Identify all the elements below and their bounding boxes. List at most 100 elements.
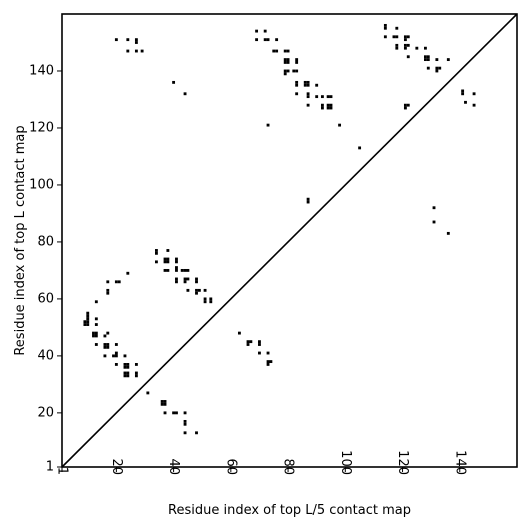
x-axis-ticks: 1 20 40 60 80 100 120 140 [55, 450, 468, 475]
upper-point-33 [306, 80, 310, 84]
upper-point-89 [306, 197, 310, 201]
lower-point-49 [92, 331, 95, 335]
lower-point-57 [103, 345, 107, 349]
upper-point-69 [424, 46, 427, 50]
lower-point-87 [183, 419, 187, 423]
upper-point-55 [383, 26, 387, 30]
lower-point-10 [175, 266, 178, 269]
points-layer [83, 23, 476, 435]
upper-point-27 [283, 72, 287, 76]
y-tick-label-7: 140 [29, 63, 54, 78]
upper-point-81 [461, 89, 465, 93]
lower-point-68 [126, 363, 130, 366]
x-axis-label: Residue index of top L/5 contact map [168, 503, 411, 518]
lower-point-41 [86, 314, 90, 318]
upper-point-45 [320, 103, 324, 107]
upper-point-77 [426, 66, 430, 70]
lower-point-53 [103, 334, 107, 338]
lower-point-25 [195, 288, 198, 292]
lower-point-47 [94, 317, 98, 321]
upper-point-13 [266, 38, 270, 42]
upper-point-92 [432, 220, 436, 224]
upper-point-68 [415, 46, 419, 50]
upper-point-23 [295, 58, 299, 62]
lower-point-14 [180, 268, 184, 272]
diagonal-line [61, 13, 518, 468]
upper-point-39 [306, 95, 310, 99]
upper-point-34 [303, 83, 307, 87]
lower-point-2 [166, 249, 170, 252]
upper-point-26 [286, 69, 290, 73]
lower-point-18 [175, 280, 178, 284]
lower-point-83 [163, 411, 167, 415]
upper-point-11 [255, 38, 259, 42]
upper-point-87 [406, 103, 410, 107]
upper-point-25 [283, 69, 287, 73]
upper-point-56 [395, 26, 399, 30]
x-tick-label-7: 140 [452, 450, 467, 475]
lower-point-94 [246, 343, 250, 346]
upper-point-88 [403, 106, 407, 110]
y-tick-label-3: 60 [37, 291, 54, 306]
lower-point-5 [166, 257, 170, 261]
lower-point-12 [163, 268, 167, 272]
upper-point-44 [306, 103, 310, 107]
y-tick-label-0: 1 [46, 460, 54, 475]
upper-point-2 [134, 38, 138, 42]
lower-point-46 [86, 323, 90, 326]
upper-point-65 [403, 43, 407, 47]
upper-point-59 [395, 35, 399, 39]
lower-point-9 [175, 260, 178, 264]
lower-point-0 [155, 249, 158, 252]
upper-point-24 [295, 61, 299, 64]
lower-point-4 [163, 257, 167, 261]
upper-point-41 [320, 95, 324, 99]
lower-point-15 [183, 268, 187, 272]
upper-point-19 [283, 58, 287, 62]
lower-point-88 [183, 422, 187, 426]
y-tick-label-4: 80 [37, 234, 54, 249]
lower-point-55 [103, 343, 107, 346]
upper-point-21 [283, 61, 287, 64]
lower-point-76 [134, 371, 138, 375]
x-tick-label-1: 20 [109, 458, 124, 475]
upper-point-1 [126, 38, 130, 42]
upper-point-58 [392, 35, 396, 39]
lower-point-21 [183, 280, 187, 284]
lower-point-72 [123, 371, 127, 375]
lower-point-65 [123, 354, 127, 358]
y-tick-label-6: 120 [29, 120, 54, 135]
upper-point-48 [329, 103, 333, 107]
upper-point-3 [134, 41, 138, 44]
lower-point-101 [266, 363, 270, 366]
upper-point-93 [446, 231, 450, 235]
lower-point-16 [186, 268, 190, 272]
lower-point-85 [175, 411, 178, 415]
lower-point-58 [106, 345, 110, 349]
lower-point-52 [92, 334, 95, 338]
upper-point-57 [383, 35, 387, 39]
lower-point-33 [126, 271, 130, 275]
x-tick-label-0: 1 [55, 467, 70, 475]
upper-point-85 [472, 103, 476, 107]
upper-point-75 [435, 58, 439, 62]
lower-point-30 [209, 297, 213, 301]
upper-point-61 [406, 35, 410, 39]
upper-point-17 [283, 49, 287, 53]
upper-point-4 [126, 49, 130, 53]
lower-point-95 [258, 340, 261, 344]
lower-point-54 [106, 331, 110, 335]
lower-point-34 [114, 280, 118, 284]
x-tick-label-2: 40 [166, 458, 181, 475]
lower-point-17 [175, 277, 178, 281]
lower-point-32 [203, 300, 207, 304]
upper-point-38 [306, 92, 310, 96]
upper-point-36 [315, 83, 319, 87]
lower-point-93 [249, 340, 253, 344]
lower-point-79 [160, 400, 164, 403]
lower-point-27 [195, 291, 198, 295]
lower-point-8 [175, 257, 178, 261]
lower-point-50 [94, 331, 98, 335]
upper-point-67 [403, 46, 407, 50]
